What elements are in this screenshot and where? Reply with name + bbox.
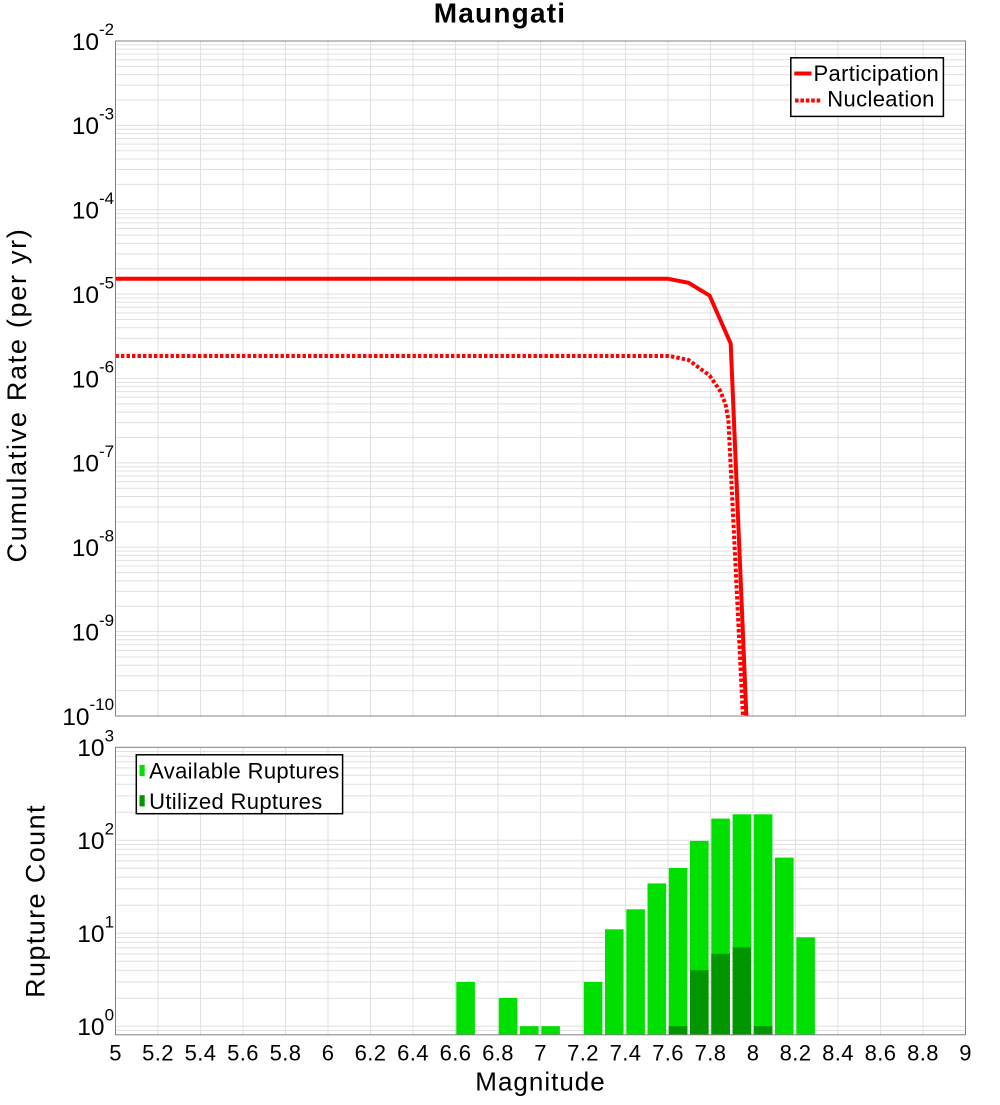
svg-text:6.6: 6.6 <box>440 1041 472 1066</box>
svg-text:7.2: 7.2 <box>567 1041 599 1066</box>
svg-text:6.8: 6.8 <box>482 1041 514 1066</box>
svg-text:8.6: 8.6 <box>865 1041 897 1066</box>
svg-text:8.4: 8.4 <box>822 1041 854 1066</box>
svg-text:5: 5 <box>109 1041 122 1066</box>
svg-text:Nucleation: Nucleation <box>827 87 934 112</box>
svg-text:5.2: 5.2 <box>142 1041 174 1066</box>
svg-text:7.6: 7.6 <box>652 1041 684 1066</box>
svg-text:Participation: Participation <box>814 61 940 86</box>
svg-text:6.4: 6.4 <box>397 1041 429 1066</box>
svg-text:9: 9 <box>959 1041 972 1066</box>
svg-text:7: 7 <box>534 1041 547 1066</box>
svg-text:Cumulative Rate (per yr): Cumulative Rate (per yr) <box>2 228 32 563</box>
svg-text:5.4: 5.4 <box>185 1041 217 1066</box>
svg-text:5.8: 5.8 <box>270 1041 302 1066</box>
svg-text:Utilized Ruptures: Utilized Ruptures <box>149 789 322 814</box>
svg-text:7.8: 7.8 <box>695 1041 727 1066</box>
svg-text:8: 8 <box>747 1041 760 1066</box>
svg-text:Available Ruptures: Available Ruptures <box>149 758 340 783</box>
svg-text:6: 6 <box>322 1041 335 1066</box>
svg-text:Maungati: Maungati <box>434 0 566 29</box>
svg-text:6.2: 6.2 <box>355 1041 387 1066</box>
svg-text:Magnitude: Magnitude <box>475 1067 605 1097</box>
svg-text:5.6: 5.6 <box>227 1041 259 1066</box>
svg-text:8.2: 8.2 <box>780 1041 812 1066</box>
svg-text:8.8: 8.8 <box>907 1041 939 1066</box>
svg-text:Rupture Count: Rupture Count <box>21 804 51 998</box>
svg-text:7.4: 7.4 <box>610 1041 642 1066</box>
